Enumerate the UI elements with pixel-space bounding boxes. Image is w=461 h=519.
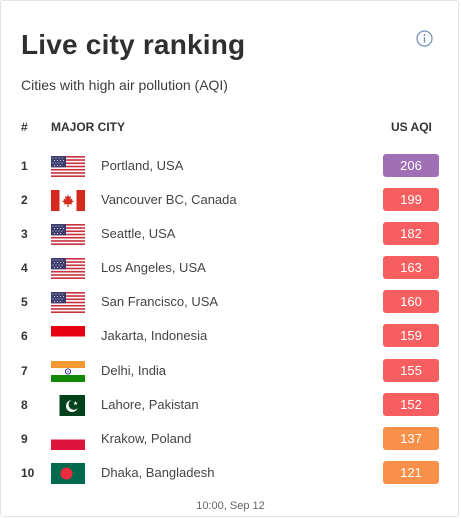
rank-number: 4 — [21, 261, 28, 276]
ranking-row[interactable]: 9 Krakow, Poland 137 — [1, 422, 460, 456]
aqi-badge: 121 — [383, 460, 439, 484]
rank-number: 3 — [21, 227, 28, 242]
flag-india-icon — [51, 360, 85, 382]
city-name: Dhaka, Bangladesh — [101, 464, 215, 480]
widget-title: Live city ranking — [21, 29, 246, 60]
city-name: Jakarta, Indonesia — [101, 328, 208, 344]
flag-usa-icon — [51, 224, 85, 246]
ranking-row[interactable]: 1 Portland, USA 206 — [1, 149, 460, 183]
ranking-list: 1 Portland, USA 206 2 Vancouver BC, Canada 19… — [1, 149, 460, 490]
widget-subtitle: Cities with high air pollution (AQI) — [21, 77, 228, 93]
update-timestamp: 10:00, Sep 12 — [196, 500, 265, 512]
ranking-row[interactable]: 10 Dhaka, Bangladesh 121 — [1, 456, 460, 490]
rank-number: 10 — [21, 465, 35, 480]
rank-number: 2 — [21, 193, 28, 208]
aqi-badge: 137 — [383, 426, 439, 450]
city-name: Vancouver BC, Canada — [101, 192, 237, 208]
aqi-badge: 182 — [383, 222, 439, 246]
flag-usa-icon — [51, 156, 85, 177]
city-name: Lahore, Pakistan — [101, 396, 199, 412]
city-name: Portland, USA — [101, 158, 184, 173]
flag-usa-icon — [51, 292, 85, 314]
aqi-badge: 155 — [383, 358, 439, 382]
aqi-badge: 163 — [383, 256, 439, 280]
city-name: Delhi, India — [101, 362, 167, 378]
city-name: Los Angeles, USA — [101, 260, 206, 276]
ranking-row[interactable]: 6 Jakarta, Indonesia 159 — [1, 319, 460, 353]
city-name: Seattle, USA — [101, 226, 176, 242]
rank-number: 5 — [21, 295, 28, 310]
ranking-row[interactable]: 8 Lahore, Pakistan 152 — [1, 388, 460, 422]
flag-usa-icon — [51, 258, 85, 280]
rank-number: 1 — [21, 159, 28, 173]
rank-number: 9 — [21, 431, 28, 446]
rank-number: 7 — [21, 363, 28, 378]
flag-pakistan-icon — [51, 394, 85, 416]
city-name: San Francisco, USA — [101, 294, 219, 310]
aqi-badge: 159 — [383, 324, 439, 348]
aqi-badge: 199 — [383, 188, 439, 212]
aqi-badge: 206 — [383, 154, 439, 177]
ranking-row[interactable]: 5 San Francisco, USA 160 — [1, 285, 460, 319]
ranking-row[interactable]: 4 Los Angeles, USA 163 — [1, 251, 460, 285]
aqi-column-header: US AQI — [391, 120, 432, 134]
city-name: Krakow, Poland — [101, 430, 192, 446]
ranking-row[interactable]: 2 Vancouver BC, Canada 199 — [1, 183, 460, 217]
aqi-badge: 152 — [383, 392, 439, 416]
aqi-badge: 160 — [383, 290, 439, 314]
info-icon[interactable] — [416, 30, 433, 47]
ranking-row[interactable]: 7 Delhi, India 155 — [1, 354, 460, 388]
rank-number: 6 — [21, 329, 28, 344]
city-column-header: MAJOR CITY — [51, 120, 126, 134]
flag-bangladesh-icon — [51, 462, 85, 484]
ranking-row[interactable]: 3 Seattle, USA 182 — [1, 217, 460, 251]
rank-number: 8 — [21, 397, 28, 412]
flag-poland-icon — [51, 428, 85, 450]
rank-column-header: # — [21, 120, 28, 134]
flag-indonesia-icon — [51, 326, 85, 348]
flag-canada-icon — [51, 190, 85, 212]
